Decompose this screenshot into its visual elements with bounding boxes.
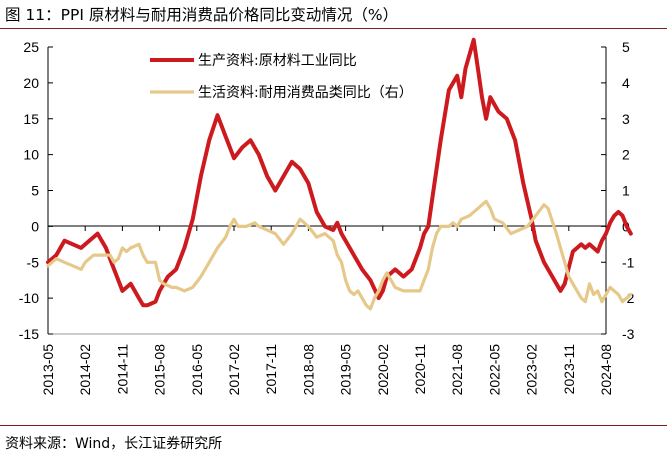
series-line-2 [46,199,633,311]
left-tick-label: 15 [23,111,39,127]
bottom-divider [0,425,667,426]
x-tick-label: 2023-02 [524,344,540,396]
right-tick-label: 1 [622,183,630,199]
x-tick-label: 2017-11 [263,344,279,395]
left-tick-label: 25 [23,39,39,55]
x-tick-label: 2013-05 [40,344,56,396]
x-tick-label: 2015-08 [152,344,168,396]
x-tick-label: 2020-02 [375,344,391,396]
right-tick-label: -1 [622,254,635,270]
right-tick-label: -3 [622,326,635,342]
left-tick-label: 5 [31,183,39,199]
x-tick-label: 2017-02 [226,344,242,396]
left-tick-label: -5 [27,254,40,270]
left-tick-label: -10 [19,290,39,306]
source-note: 资料来源：Wind，长江证券研究所 [5,436,223,452]
x-tick-label: 2021-08 [449,344,465,396]
x-tick-label: 2023-11 [561,344,577,395]
x-tick-label: 2019-05 [338,344,354,396]
x-tick-label: 2014-11 [114,344,130,395]
right-tick-label: 4 [622,75,630,91]
right-tick-label: 5 [622,39,630,55]
x-tick-label: 2018-08 [300,344,316,396]
legend-label-1: 生产资料:原材料工业同比 [198,53,357,69]
left-tick-label: 0 [31,218,39,234]
x-tick-label: 2016-05 [189,344,205,396]
legend-label-2: 生活资料:耐用消费品类同比（右） [198,85,413,101]
series-line-1 [46,37,633,308]
x-tick-label: 2014-02 [77,344,93,396]
left-tick-label: 20 [23,75,39,91]
x-tick-label: 2024-08 [598,344,614,396]
x-tick-label: 2020-11 [412,344,428,395]
right-tick-label: 3 [622,111,630,127]
top-divider [0,28,667,29]
left-tick-label: 10 [23,147,39,163]
x-tick-label: 2022-05 [486,344,502,396]
left-tick-label: -15 [19,326,39,342]
figure-title: 图 11：PPI 原材料与耐用消费品价格同比变动情况（%） [5,6,399,24]
right-tick-label: 2 [622,147,630,163]
